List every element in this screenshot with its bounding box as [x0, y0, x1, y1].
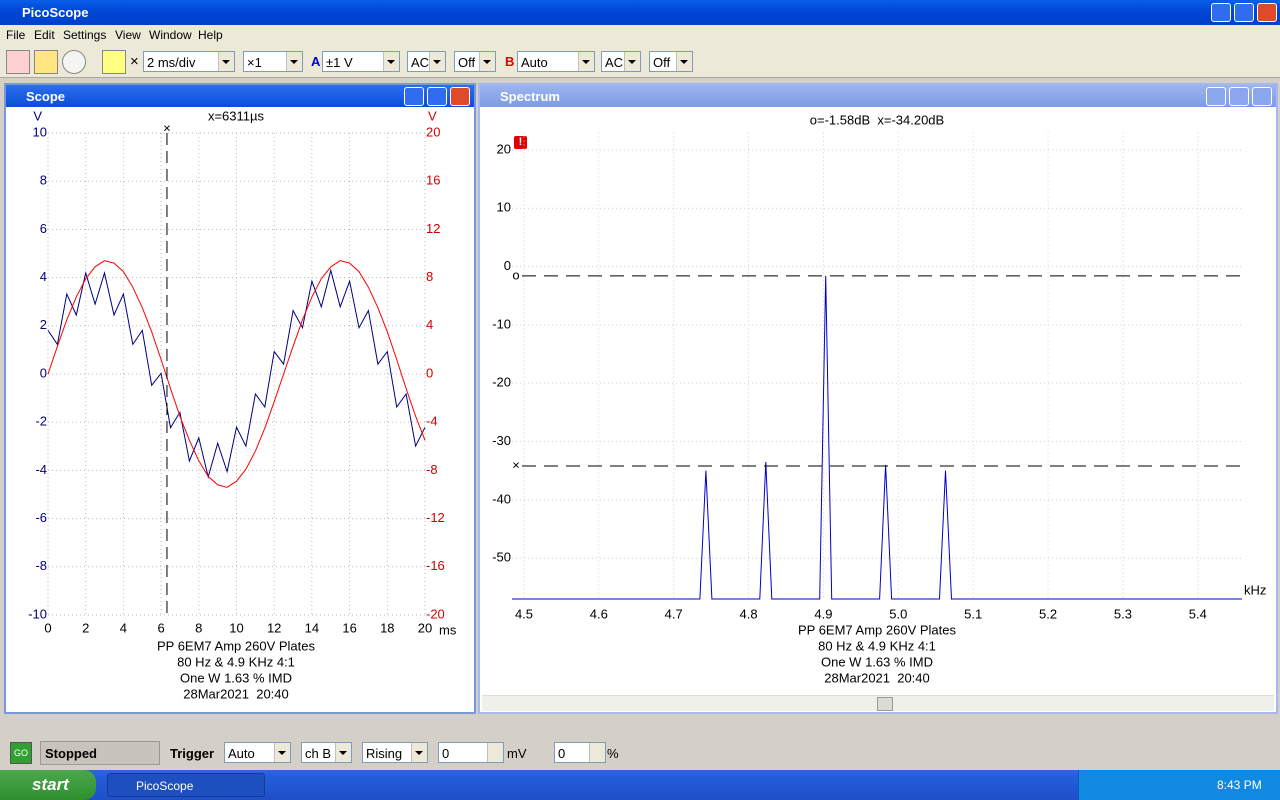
close[interactable] — [450, 87, 470, 106]
task-button[interactable]: PicoScope — [107, 773, 265, 797]
spectrum-title: Spectrum — [500, 89, 560, 104]
close[interactable] — [1252, 87, 1272, 106]
taskbar: start PicoScope 8:43 PM — [0, 770, 1280, 800]
spectrum-icon[interactable] — [34, 50, 58, 74]
range-b: Auto — [521, 55, 548, 70]
trigger-edge-select[interactable]: Rising — [362, 742, 428, 763]
scope-title-bar: Scope — [6, 85, 474, 107]
app-title: PicoScope — [22, 5, 89, 20]
range-a-select[interactable]: ±1 V — [322, 51, 400, 72]
scope-title: Scope — [26, 89, 66, 104]
menu-bar: File Edit Settings View Window Help — [0, 25, 1280, 45]
scope-icon[interactable] — [6, 50, 30, 74]
threshold: 0 — [442, 746, 450, 761]
trigger-label: Trigger — [170, 746, 215, 761]
menu-item[interactable]: Edit — [34, 28, 55, 42]
menu-item[interactable]: Help — [198, 28, 223, 42]
close[interactable] — [1257, 3, 1277, 22]
timebase: 2 ms/div — [147, 55, 196, 70]
trigger-mode: Auto — [228, 746, 255, 761]
delay-unit: % — [607, 746, 619, 761]
timebase-select[interactable]: 2 ms/div — [143, 51, 235, 72]
multiplier-select[interactable]: ×1 — [243, 51, 303, 72]
coupling-b-select[interactable]: AC — [601, 51, 641, 72]
menu-item[interactable]: File — [6, 28, 26, 42]
status-bar: GO Stopped Trigger Auto ch B Rising 0 mV… — [0, 738, 1280, 768]
offset-b-select[interactable]: Off — [649, 51, 693, 72]
delay: 0 — [558, 746, 566, 761]
minimize[interactable] — [1206, 87, 1226, 106]
go-button[interactable]: GO — [10, 742, 32, 764]
multiplier: ×1 — [247, 55, 262, 70]
start-button[interactable]: start — [0, 770, 96, 800]
trigger-icon[interactable] — [102, 50, 126, 74]
scrollbar[interactable] — [482, 695, 1274, 711]
offset-a-select[interactable]: Off — [454, 51, 496, 72]
toolbar: × 2 ms/div ×1 A ±1 V AC Off B Auto AC Of… — [0, 45, 1280, 78]
channel-b-label: B — [505, 54, 515, 69]
menu-item[interactable]: View — [115, 28, 141, 42]
coupling-a: AC — [411, 55, 430, 70]
delay-input[interactable]: 0 — [554, 742, 606, 763]
clock: 8:43 PM — [1217, 778, 1262, 792]
range-b-select[interactable]: Auto — [517, 51, 595, 72]
coupling-b: AC — [605, 55, 624, 70]
trigger-edge: Rising — [366, 746, 403, 761]
menu-item[interactable]: Window — [149, 28, 192, 42]
meter-icon[interactable] — [62, 50, 86, 74]
restore[interactable] — [1234, 3, 1254, 22]
channel-a-label: A — [311, 54, 321, 69]
trigger-channel-select[interactable]: ch B — [301, 742, 352, 763]
tray: 8:43 PM — [1078, 770, 1280, 800]
coupling-a-select[interactable]: AC — [407, 51, 446, 72]
maximize[interactable] — [1229, 87, 1249, 106]
app-title-bar: PicoScope — [0, 0, 1280, 25]
threshold-input[interactable]: 0 — [438, 742, 504, 763]
warning-icon[interactable]: ! — [514, 136, 527, 149]
minimize[interactable] — [404, 87, 424, 106]
scope-window: Scope — [4, 83, 476, 714]
menu-item[interactable]: Settings — [63, 28, 107, 42]
threshold-unit: mV — [507, 746, 527, 761]
minimize[interactable] — [1211, 3, 1231, 22]
offset-b: Off — [653, 55, 671, 70]
offset-a: Off — [458, 55, 476, 70]
run-state: Stopped — [40, 741, 160, 765]
spectrum-window: Spectrum ! — [478, 83, 1278, 714]
cross-icon[interactable]: × — [130, 53, 139, 70]
range-a: ±1 V — [326, 55, 353, 70]
trigger-channel: ch B — [305, 746, 332, 761]
scroll-thumb[interactable] — [877, 697, 893, 711]
spectrum-title-bar: Spectrum — [480, 85, 1276, 107]
maximize[interactable] — [427, 87, 447, 106]
trigger-mode-select[interactable]: Auto — [224, 742, 291, 763]
